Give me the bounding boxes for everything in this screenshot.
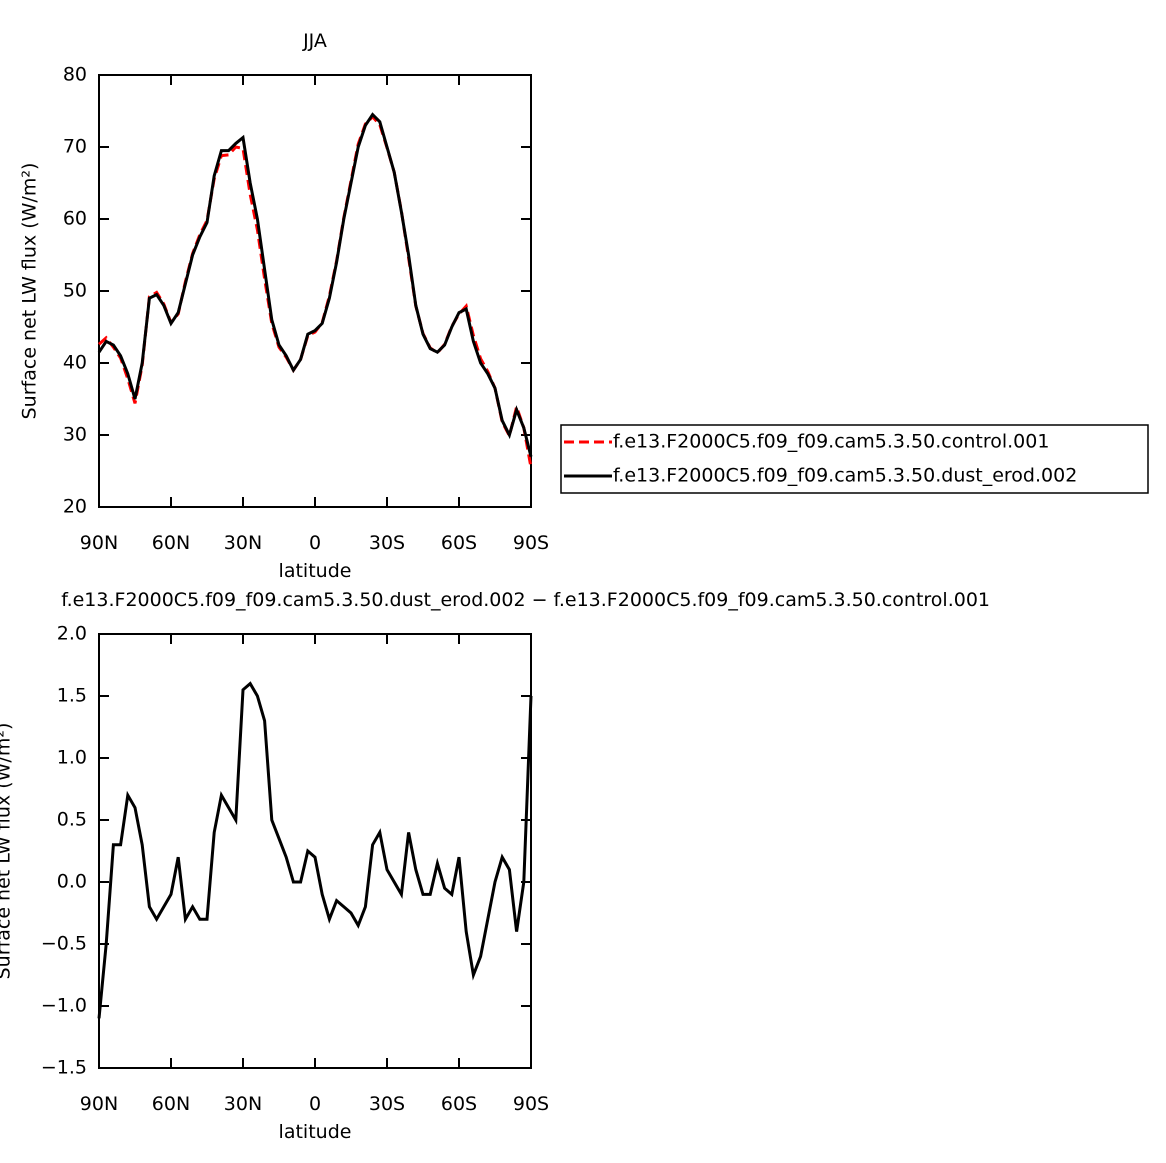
y-tick-label: 20 xyxy=(63,496,87,518)
y-tick-label: 2.0 xyxy=(57,623,87,645)
y-tick-label: 1.5 xyxy=(57,685,87,707)
plot-frame xyxy=(98,74,532,508)
x-tick-label: 60N xyxy=(152,532,190,554)
y-tick-label: 80 xyxy=(63,64,87,86)
axes xyxy=(98,633,532,1069)
x-tick-label: 30N xyxy=(224,532,262,554)
series-line xyxy=(97,681,533,1019)
x-tick-label: 90S xyxy=(513,1093,549,1115)
legend-label: f.e13.F2000C5.f09_f09.cam5.3.50.control.… xyxy=(613,431,1049,453)
chart-title: f.e13.F2000C5.f09_f09.cam5.3.50.dust_ero… xyxy=(61,589,990,611)
x-axis-label: latitude xyxy=(279,1121,352,1143)
x-tick-label: 30N xyxy=(224,1093,262,1115)
x-tick-label: 0 xyxy=(309,532,321,554)
chart-title: JJA xyxy=(302,30,327,52)
x-tick-label: 30S xyxy=(369,532,405,554)
y-axis-label: Surface net LW flux (W/m²) xyxy=(0,723,15,980)
y-tick-label: 50 xyxy=(63,280,87,302)
y-tick-label: −0.5 xyxy=(41,933,87,955)
series-line xyxy=(97,114,533,468)
y-tick-label: 40 xyxy=(63,352,87,374)
y-tick-label: 0.0 xyxy=(57,871,87,893)
y-tick-label: −1.0 xyxy=(41,995,87,1017)
y-axis-label: Surface net LW flux (W/m²) xyxy=(19,163,41,420)
x-tick-label: 30S xyxy=(369,1093,405,1115)
x-tick-label: 60S xyxy=(441,1093,477,1115)
x-tick-label: 90N xyxy=(80,1093,118,1115)
y-tick-label: 1.0 xyxy=(57,747,87,769)
y-tick-label: 60 xyxy=(63,208,87,230)
x-axis-label: latitude xyxy=(279,560,352,582)
axes xyxy=(98,74,532,508)
y-tick-label: 30 xyxy=(63,424,87,446)
x-tick-label: 0 xyxy=(309,1093,321,1115)
y-tick-label: 70 xyxy=(63,136,87,158)
plot-frame xyxy=(98,633,532,1069)
series-line xyxy=(97,112,533,457)
x-tick-label: 90N xyxy=(80,532,118,554)
y-tick-label: −1.5 xyxy=(41,1057,87,1079)
x-tick-label: 60N xyxy=(152,1093,190,1115)
legend-label: f.e13.F2000C5.f09_f09.cam5.3.50.dust_ero… xyxy=(613,465,1077,487)
x-tick-label: 90S xyxy=(513,532,549,554)
y-tick-label: 0.5 xyxy=(57,809,87,831)
x-tick-label: 60S xyxy=(441,532,477,554)
legend-box xyxy=(560,424,1149,494)
